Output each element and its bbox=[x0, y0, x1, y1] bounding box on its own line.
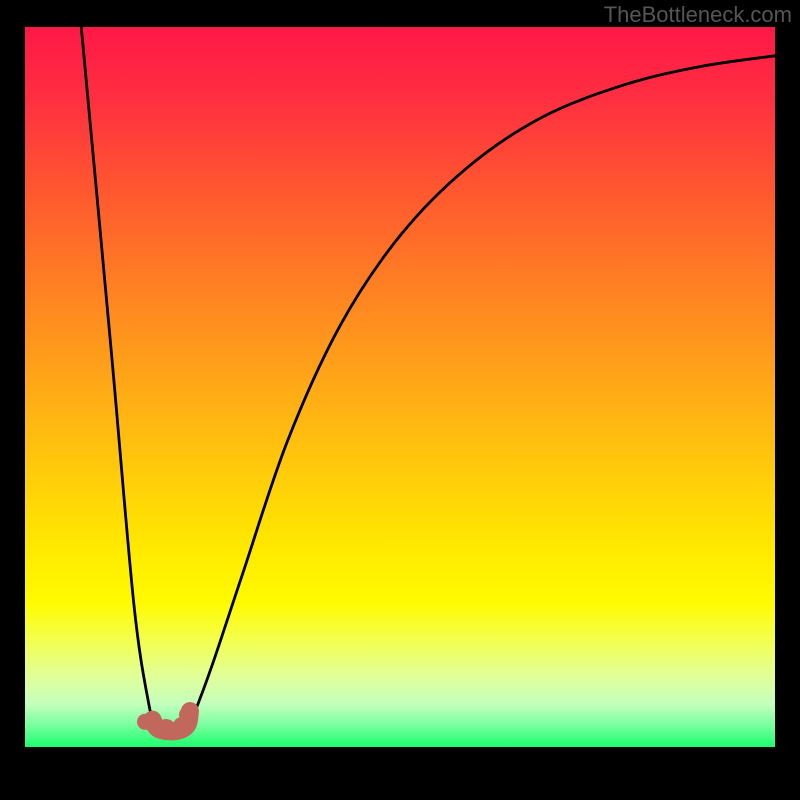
curve-right-branch bbox=[186, 56, 775, 729]
marker-cluster bbox=[137, 707, 195, 739]
curve-left-branch bbox=[81, 27, 156, 729]
watermark-text: TheBottleneck.com bbox=[604, 2, 792, 28]
marker-point bbox=[137, 714, 153, 730]
plot-area bbox=[25, 27, 775, 747]
bottleneck-curve bbox=[25, 27, 775, 747]
marker-point bbox=[179, 707, 195, 723]
